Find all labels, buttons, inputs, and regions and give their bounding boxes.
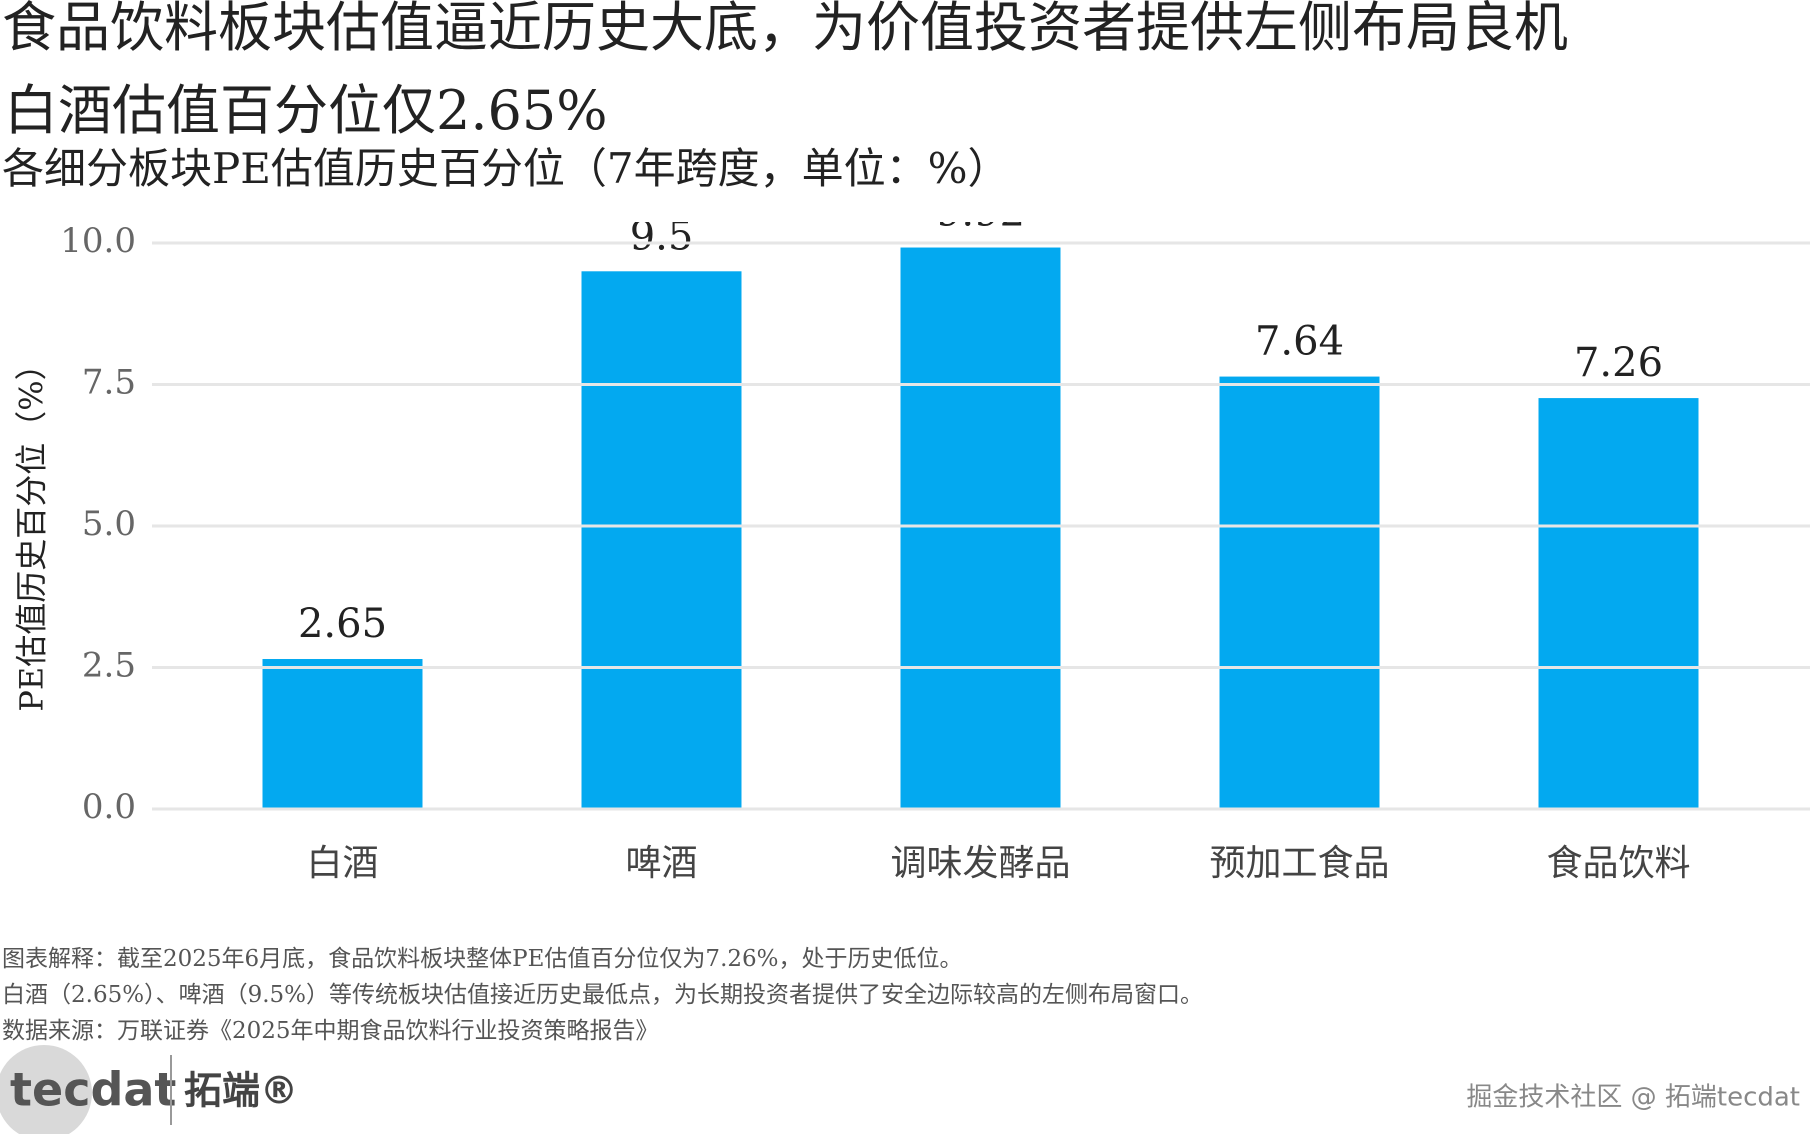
bar bbox=[1219, 376, 1380, 809]
x-tick-label: 白酒 bbox=[306, 843, 378, 884]
value-label: 7.64 bbox=[1255, 319, 1344, 365]
bar bbox=[262, 659, 423, 809]
logo-cn: 拓端® bbox=[184, 1069, 298, 1113]
x-tick-label: 食品饮料 bbox=[1546, 843, 1690, 884]
value-label: 2.65 bbox=[298, 601, 387, 647]
y-tick-label: 0.0 bbox=[82, 787, 136, 827]
y-tick-label: 7.5 bbox=[82, 363, 136, 403]
y-axis-title: PE估值历史百分位（%） bbox=[13, 348, 51, 711]
x-tick-label: 调味发酵品 bbox=[890, 843, 1070, 884]
bar bbox=[1538, 398, 1699, 809]
logo: tecdat bbox=[10, 1063, 176, 1117]
value-label: 9.92 bbox=[936, 190, 1025, 236]
bar bbox=[900, 247, 1061, 809]
chart-heading: 各细分板块PE估值历史百分位（7年跨度，单位：%） bbox=[2, 144, 1010, 193]
value-label: 7.26 bbox=[1574, 340, 1663, 386]
y-tick-label: 2.5 bbox=[82, 646, 136, 686]
value-label: 9.5 bbox=[630, 213, 694, 259]
bar bbox=[581, 271, 742, 809]
plot-area: 2.65 9.5 9.92 7.64 7.26 bbox=[262, 190, 1699, 809]
note: 白酒（2.65%）、啤酒（9.5%）等传统板块估值接近历史最低点，为长期投资者提… bbox=[2, 982, 1203, 1008]
x-tick-label: 啤酒 bbox=[625, 843, 697, 884]
chart-title: 食品饮料板块估值逼近历史大底，为价值投资者提供左侧布局良机 bbox=[2, 0, 1568, 59]
note: 图表解释：截至2025年6月底，食品饮料板块整体PE估值百分位仅为7.26%，处… bbox=[2, 946, 963, 972]
chart-subtitle: 白酒估值百分位仅2.65% bbox=[4, 79, 608, 142]
y-tick-label: 5.0 bbox=[82, 504, 136, 544]
logo-circle bbox=[0, 1045, 92, 1134]
y-tick-label: 10.0 bbox=[60, 221, 136, 261]
note: 数据来源：万联证券《2025年中期食品饮料行业投资策略报告》 bbox=[2, 1018, 659, 1044]
watermark: 掘金技术社区 @ 拓端tecdat bbox=[1466, 1083, 1800, 1113]
x-tick-label: 预加工食品 bbox=[1209, 843, 1389, 884]
